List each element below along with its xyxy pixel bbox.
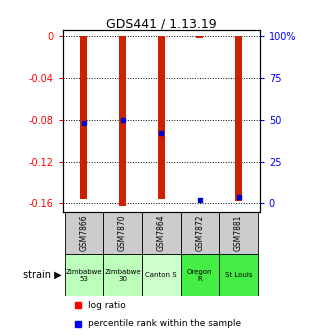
Text: Zimbabwe
53: Zimbabwe 53	[65, 269, 102, 282]
Bar	[181, 254, 219, 296]
Bar	[142, 212, 181, 254]
Bar	[119, 37, 126, 206]
Text: GSM7872: GSM7872	[195, 215, 204, 251]
Text: GSM7881: GSM7881	[234, 215, 243, 251]
Bar	[64, 254, 103, 296]
Text: Oregon
R: Oregon R	[187, 269, 213, 282]
Text: strain ▶: strain ▶	[23, 270, 61, 280]
Text: Canton S: Canton S	[145, 272, 177, 278]
Bar	[64, 212, 103, 254]
Text: GSM7866: GSM7866	[80, 214, 88, 251]
Bar	[158, 37, 165, 199]
Bar	[142, 254, 181, 296]
Bar	[219, 212, 258, 254]
Bar	[235, 37, 242, 201]
Bar	[219, 254, 258, 296]
Bar	[181, 212, 219, 254]
Text: GSM7864: GSM7864	[157, 214, 166, 251]
Title: GDS441 / 1.13.19: GDS441 / 1.13.19	[106, 17, 217, 30]
Text: GSM7870: GSM7870	[118, 214, 127, 251]
Bar	[103, 254, 142, 296]
Text: St Louis: St Louis	[225, 272, 252, 278]
Text: percentile rank within the sample: percentile rank within the sample	[88, 319, 241, 328]
Bar	[103, 212, 142, 254]
Text: Zimbabwe
30: Zimbabwe 30	[104, 269, 141, 282]
Bar	[196, 37, 203, 38]
Bar	[80, 37, 87, 199]
Text: log ratio: log ratio	[88, 301, 126, 310]
